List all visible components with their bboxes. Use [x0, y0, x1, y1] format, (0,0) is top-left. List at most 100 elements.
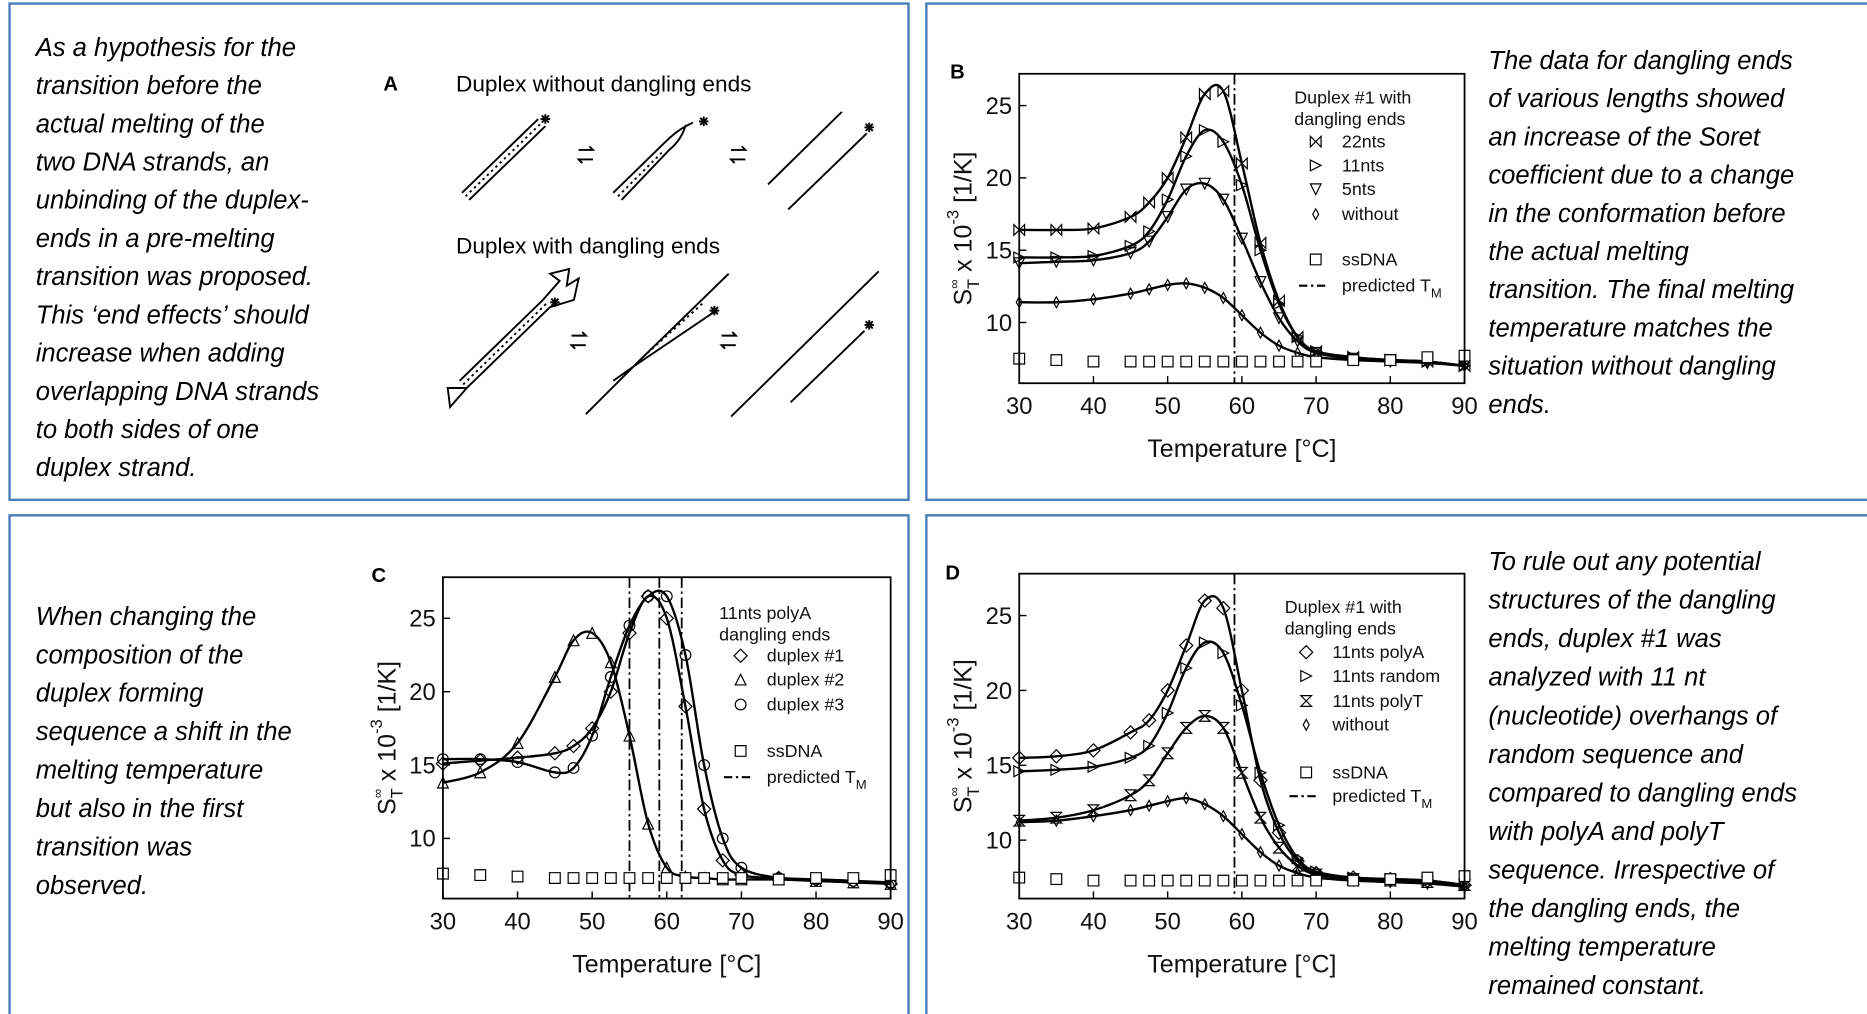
paragraph-line: duplex forming	[36, 680, 204, 708]
data-point	[1310, 355, 1323, 368]
x-tick-label: 90	[1451, 909, 1477, 936]
legend-label-part: predicted T	[1332, 786, 1421, 806]
single-strands	[767, 111, 868, 211]
data-point	[1124, 751, 1138, 765]
y-tick-label: 15	[409, 752, 435, 779]
data-point	[696, 801, 712, 817]
data-point	[1180, 661, 1193, 675]
data-point	[1272, 312, 1286, 325]
duplex-rungs	[617, 151, 663, 198]
x-tick-label: 80	[1377, 393, 1403, 420]
panel-label: A	[383, 73, 398, 95]
x-tick-label: 90	[1451, 393, 1477, 420]
data-point	[1143, 874, 1156, 887]
data-point	[1217, 874, 1230, 887]
y-axis-label-part: ∞	[370, 789, 385, 798]
paragraph-line: structures of the dangling	[1488, 587, 1775, 615]
data-point	[1197, 593, 1213, 608]
data-point	[1238, 827, 1246, 841]
data-point	[1087, 874, 1100, 887]
data-point	[1050, 223, 1063, 237]
data-point	[1273, 355, 1285, 368]
legend-marker	[1309, 253, 1322, 266]
data-point	[511, 756, 524, 768]
paragraph-line: an increase of the Soret	[1488, 123, 1761, 151]
data-point	[715, 853, 731, 868]
data-point	[659, 610, 675, 626]
y-axis-label-part: -3	[367, 719, 386, 734]
data-point	[585, 626, 599, 639]
data-point	[604, 655, 618, 669]
data-point	[679, 872, 692, 884]
diagram: A Duplex without dangling ends Duplex wi…	[383, 72, 880, 418]
data-point	[511, 870, 524, 883]
dangling-end	[542, 267, 581, 308]
label-star	[550, 297, 560, 308]
paragraph-line: analyzed with 11 nt	[1488, 664, 1706, 692]
data-point	[474, 753, 487, 766]
duplex	[612, 121, 694, 201]
label-star	[709, 305, 720, 316]
panel-border	[8, 2, 910, 502]
data-point	[586, 729, 599, 742]
data-point	[1180, 355, 1193, 368]
x-tick-label: 60	[1229, 909, 1255, 936]
data-point	[1272, 841, 1286, 854]
legend-marker	[1309, 134, 1322, 149]
data-point	[1052, 814, 1060, 828]
y-axis-label-part: [1/K]	[950, 659, 978, 717]
legend-label: ssDNA	[767, 741, 823, 761]
data-point	[1123, 724, 1138, 740]
legend-label: predicted TM	[1332, 786, 1432, 811]
data-point	[1347, 354, 1360, 367]
legend-label: 11nts polyT	[1332, 691, 1423, 711]
legend-label: ssDNA	[1332, 762, 1388, 782]
paragraph-line: overlapping DNA strands	[36, 378, 320, 406]
data-point	[1291, 355, 1304, 368]
paragraph-line: actual melting of the	[36, 110, 265, 138]
data-point	[1254, 243, 1268, 257]
duplex-rungs	[464, 121, 543, 198]
paragraph-line: temperature matches the	[1488, 314, 1772, 342]
data-point	[1182, 276, 1190, 291]
data-point	[567, 872, 580, 884]
paragraph-line: transition was	[36, 833, 193, 861]
paragraph-line: duplex strand.	[36, 454, 197, 482]
series-line	[1019, 595, 1465, 887]
data-point	[1217, 135, 1231, 149]
data-point	[735, 872, 748, 884]
panel-border	[8, 514, 910, 1014]
data-point	[548, 766, 561, 779]
data-point	[1087, 254, 1100, 268]
equilibrium-arrows	[576, 145, 596, 164]
data-point	[679, 649, 692, 661]
y-axis-label-part: ∞	[947, 279, 962, 288]
paragraph-line: sequence. Irrespective of	[1488, 857, 1777, 885]
data-point	[1123, 789, 1138, 802]
legend-label: duplex #3	[767, 695, 844, 715]
single-strands	[730, 270, 880, 418]
data-point	[1052, 295, 1060, 309]
data-point	[1273, 818, 1286, 832]
paragraph-line: melting temperature	[36, 757, 264, 785]
data-point	[1050, 354, 1063, 367]
paragraph-line: to both sides of one	[36, 416, 259, 444]
paragraph-line: in the conformation before	[1488, 200, 1785, 228]
data-point	[1143, 355, 1156, 368]
x-tick-label: 60	[654, 909, 680, 936]
data-point	[623, 729, 636, 742]
data-point	[1198, 177, 1212, 191]
series-line	[1019, 282, 1465, 368]
data-point	[1145, 799, 1153, 813]
data-point	[1384, 873, 1397, 886]
data-point	[1124, 874, 1137, 887]
label-star	[540, 114, 551, 124]
label-star	[864, 320, 874, 330]
dangling-end	[446, 387, 469, 410]
data-point	[716, 872, 729, 884]
data-point	[1160, 747, 1175, 760]
x-tick-label: 30	[1006, 909, 1032, 936]
data-point	[1219, 291, 1227, 305]
data-point	[1161, 193, 1175, 206]
equilibrium-arrows	[719, 331, 739, 350]
